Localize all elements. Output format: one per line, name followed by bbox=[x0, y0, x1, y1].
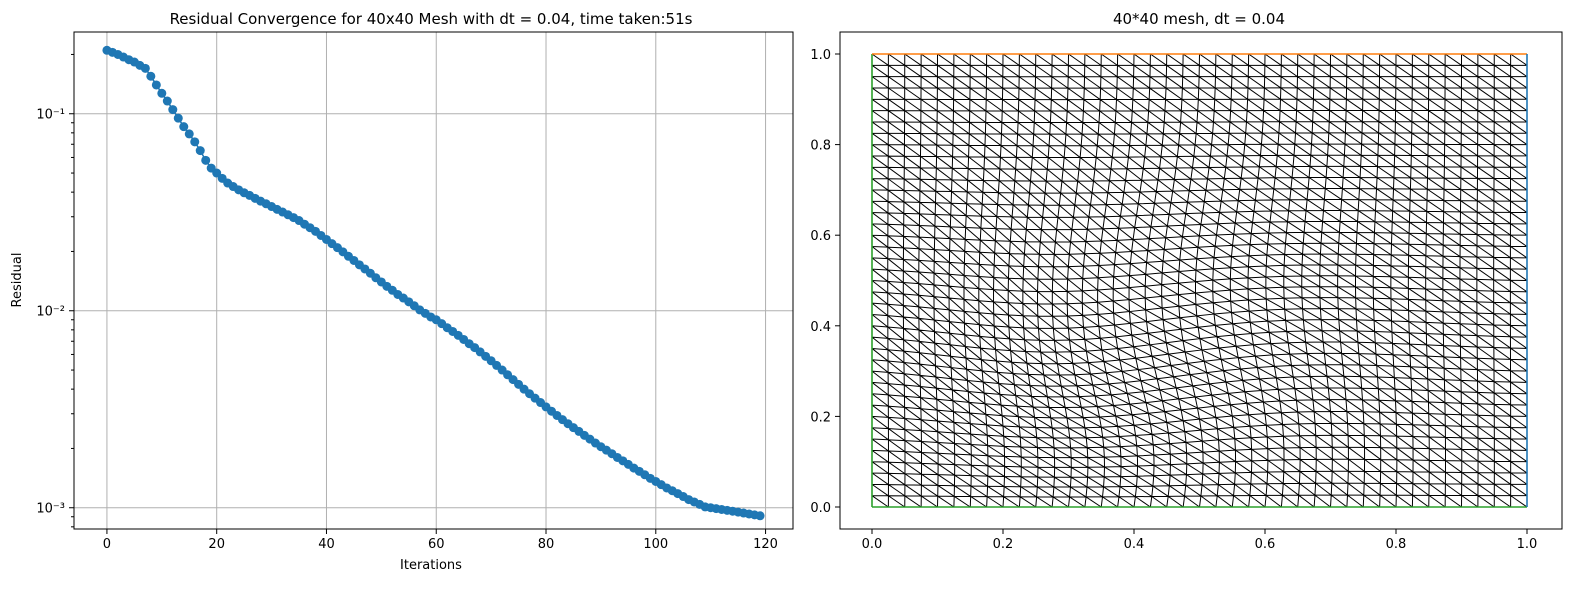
y-tick-label: 0.0 bbox=[810, 501, 831, 516]
axis-ticks: 0 20 40 60 80 100 120 10⁻³ 10⁻² 10⁻¹ bbox=[36, 53, 778, 552]
y-tick-label: 0.6 bbox=[810, 229, 831, 244]
x-tick-label: 80 bbox=[538, 537, 555, 552]
y-axis-label: Residual bbox=[10, 253, 25, 308]
y-tick-label: 10⁻³ bbox=[36, 502, 65, 517]
data-point bbox=[157, 88, 167, 98]
data-point bbox=[162, 96, 172, 106]
x-tick-label: 0.2 bbox=[993, 537, 1014, 552]
x-tick-label: 100 bbox=[643, 537, 668, 552]
x-tick-label: 0.6 bbox=[1255, 537, 1276, 552]
triangular-mesh bbox=[871, 53, 1528, 508]
data-point bbox=[201, 155, 211, 165]
axis-ticks: 0.0 0.2 0.4 0.6 0.8 1.0 0.0 0.2 0.4 0.6 0.8 1.0 bbox=[810, 48, 1537, 552]
x-tick-label: 0.4 bbox=[1124, 537, 1145, 552]
x-tick-label: 0 bbox=[103, 537, 111, 552]
plot-frame bbox=[73, 31, 794, 530]
x-axis-label: Iterations bbox=[400, 558, 462, 573]
y-tick-label: 0.4 bbox=[810, 320, 831, 335]
data-points bbox=[102, 45, 765, 521]
y-tick-label: 10⁻² bbox=[36, 305, 65, 320]
y-tick-label: 0.8 bbox=[810, 139, 831, 154]
mesh-edges bbox=[871, 53, 1528, 508]
grid-lines bbox=[74, 32, 793, 529]
data-point bbox=[173, 113, 183, 123]
data-point bbox=[190, 137, 200, 147]
series-line bbox=[106, 49, 761, 517]
x-tick-label: 20 bbox=[208, 537, 225, 552]
y-tick-label: 0.2 bbox=[810, 410, 831, 425]
mesh-boundary bbox=[871, 53, 1528, 508]
data-point bbox=[151, 80, 161, 90]
x-tick-label: 0.0 bbox=[862, 537, 883, 552]
data-point bbox=[195, 146, 205, 156]
x-tick-label: 60 bbox=[428, 537, 445, 552]
x-tick-label: 40 bbox=[318, 537, 335, 552]
x-tick-label: 120 bbox=[753, 537, 778, 552]
data-point bbox=[184, 129, 194, 139]
data-point bbox=[140, 63, 150, 73]
data-point bbox=[179, 122, 189, 132]
x-tick-label: 1.0 bbox=[1517, 537, 1538, 552]
residual-chart: Residual Convergence for 40x40 Mesh with… bbox=[10, 10, 794, 573]
mesh-chart: 40*40 mesh, dt = 0.04 0.0 0.2 0.4 0.6 0.8 1.0… bbox=[810, 10, 1563, 552]
y-tick-label: 1.0 bbox=[810, 48, 831, 63]
data-point bbox=[146, 71, 156, 81]
x-tick-label: 0.8 bbox=[1386, 537, 1407, 552]
chart-title: Residual Convergence for 40x40 Mesh with… bbox=[170, 10, 693, 28]
chart-title: 40*40 mesh, dt = 0.04 bbox=[1113, 10, 1285, 28]
plot-frame bbox=[839, 31, 1563, 530]
y-tick-label: 10⁻¹ bbox=[36, 108, 65, 123]
data-point bbox=[168, 105, 178, 115]
data-point bbox=[755, 511, 765, 521]
